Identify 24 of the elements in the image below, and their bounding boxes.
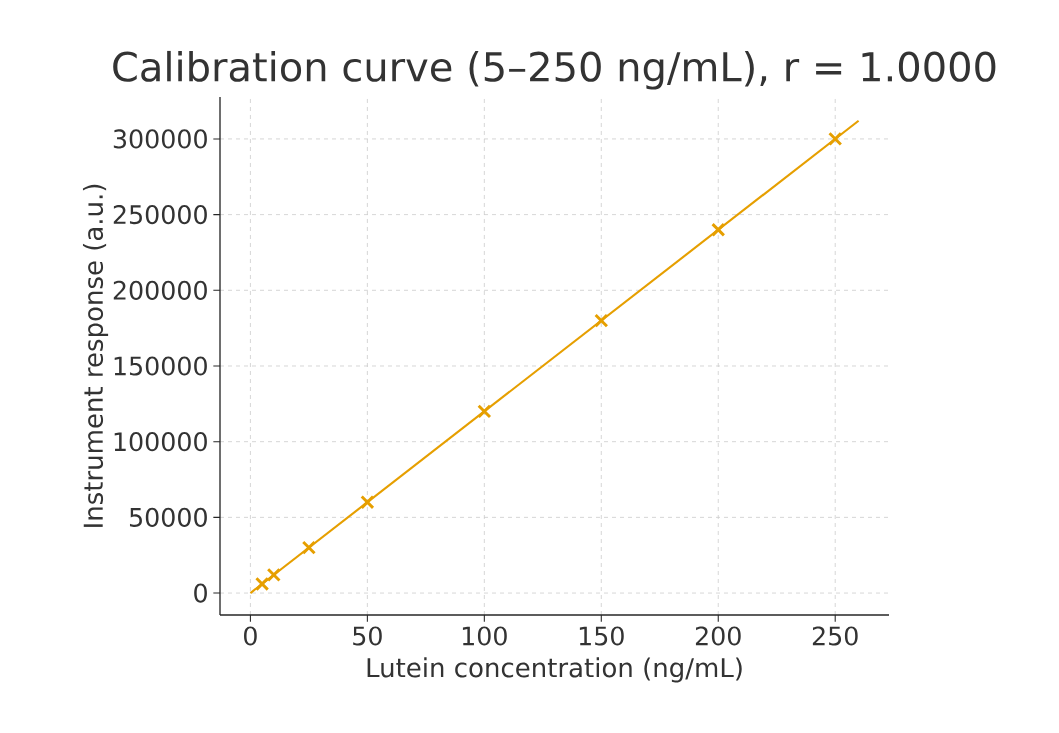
y-tick-label: 300000 (113, 129, 207, 149)
chart-title: Calibration curve (5–250 ng/mL), r = 1.0000 (113, 50, 996, 90)
y-tick-label: 200000 (113, 280, 207, 300)
point (477, 404, 492, 419)
y-tick-label: 0 (194, 583, 207, 603)
point (360, 495, 375, 510)
x-tick-label: 200 (695, 626, 741, 646)
x-axis-title: Lutein concentration (ng/mL) (367, 657, 742, 683)
point (711, 222, 726, 237)
y-tick-label: 150000 (114, 356, 207, 376)
y-tick-label: 250000 (113, 205, 207, 225)
x-tick-label: 0 (244, 626, 257, 646)
x-tick-label: 250 (812, 626, 858, 646)
y-axis-title: Instrument response (a.u.) (82, 184, 109, 527)
x-tick-label: 150 (579, 626, 624, 646)
x-tick-label: 50 (353, 626, 382, 646)
x-tick-label: 100 (462, 626, 507, 646)
y-tick-label: 100000 (114, 432, 207, 452)
point (594, 313, 609, 328)
point (828, 131, 843, 147)
point (254, 576, 270, 592)
point (266, 567, 281, 583)
y-tick-label: 50000 (129, 507, 207, 527)
point (301, 540, 317, 555)
